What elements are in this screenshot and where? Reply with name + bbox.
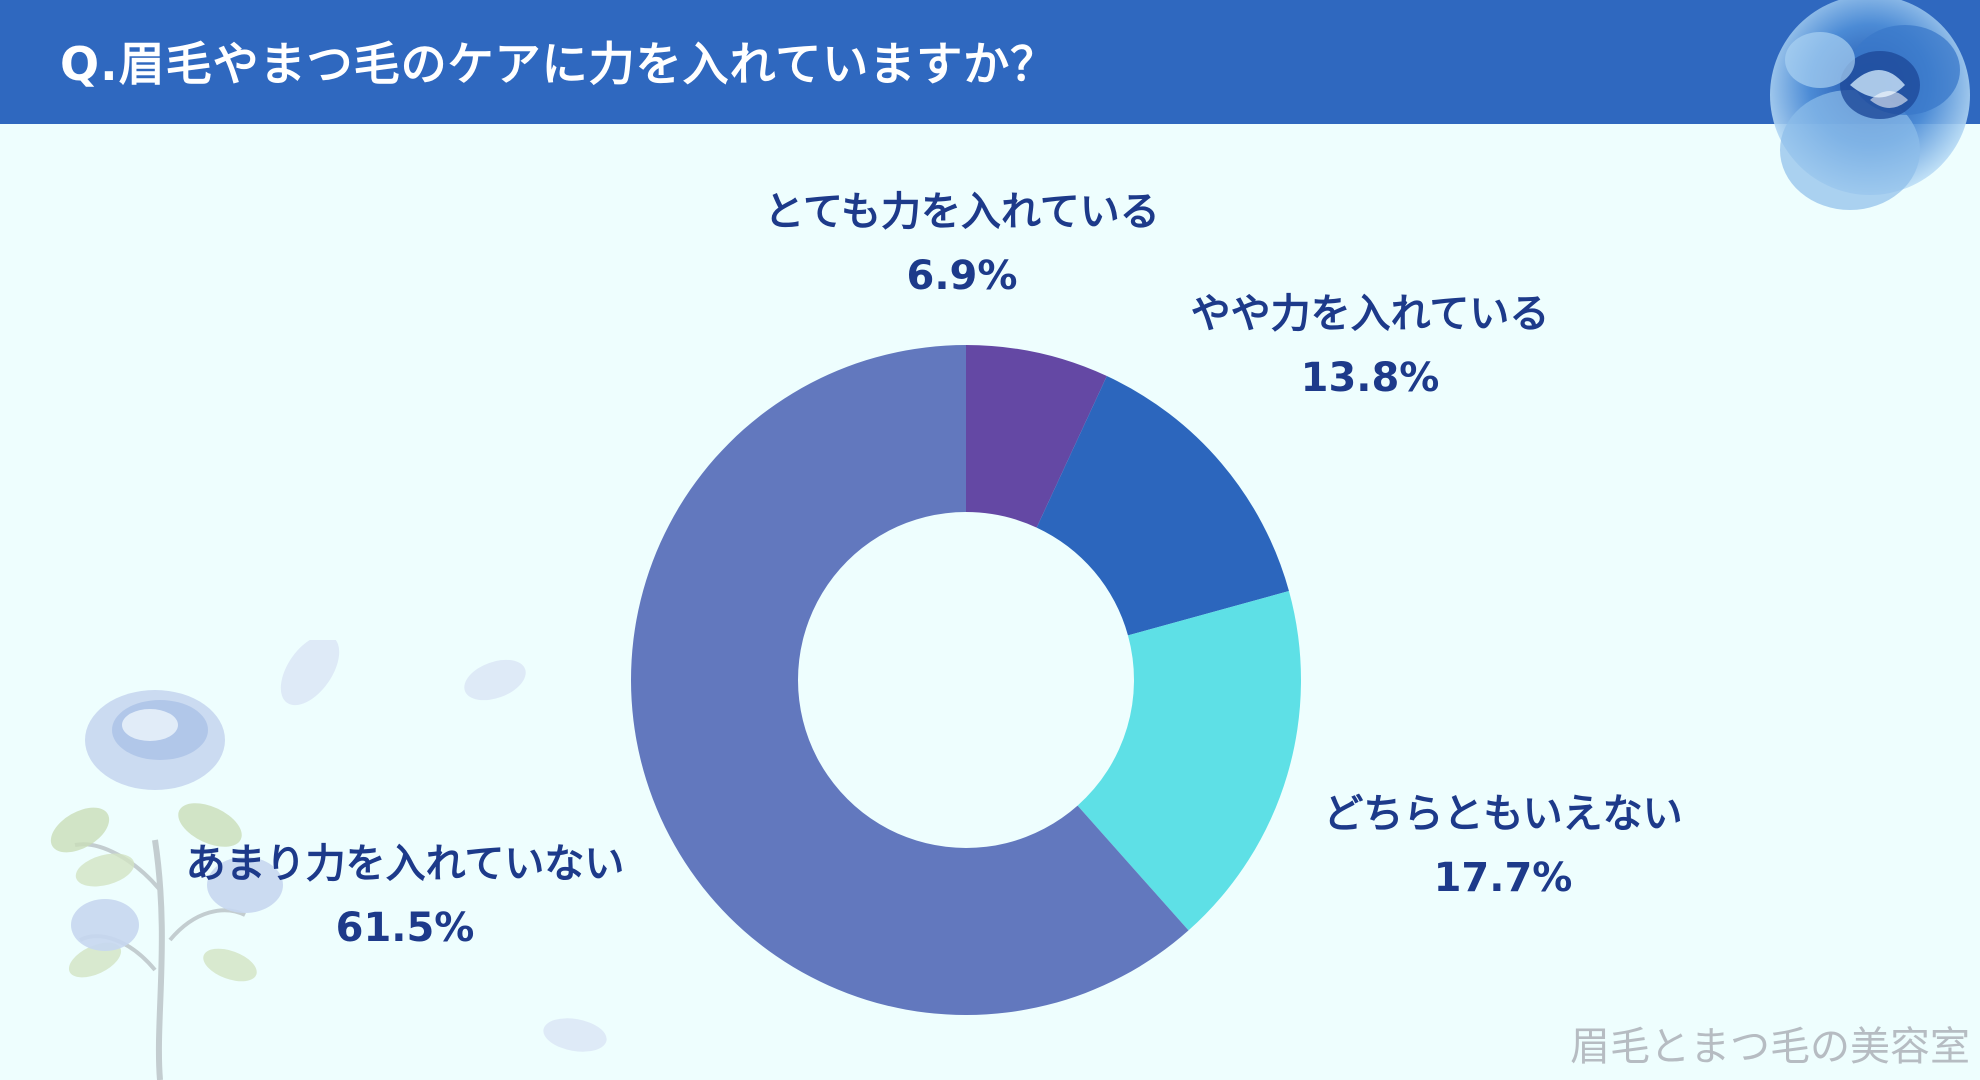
slice-label-3: あまり力を入れていない 61.5% [186,832,625,960]
slice-label-3-name: あまり力を入れていない [185,841,625,887]
slice-label-2: どちらともいえない 17.7% [1323,782,1682,910]
slice-label-2-value: 17.7% [1433,855,1573,901]
donut-slice-3 [631,345,1189,1015]
donut-slice-1 [1036,376,1289,636]
rose-stem-icon [50,640,607,1080]
slice-label-0-name: とても力を入れている [764,189,1160,235]
slice-label-1: やや力を入れている 13.8% [1191,282,1550,410]
slice-label-3-value: 61.5% [335,905,475,951]
header-bar: Q.眉毛やまつ毛のケアに力を入れていますか？ [0,0,1980,124]
donut-slice-0 [966,345,1107,528]
blue-rose-icon [1770,0,1970,210]
slice-label-2-name: どちらともいえない [1323,791,1683,837]
page-title: Q.眉毛やまつ毛のケアに力を入れていますか？ [60,37,1058,91]
slice-label-1-name: やや力を入れている [1190,291,1550,337]
donut-slice-2 [1077,591,1301,931]
slice-label-1-value: 13.8% [1300,355,1440,401]
slice-label-0-value: 6.9% [906,253,1018,299]
slice-label-0: とても力を入れている 6.9% [764,180,1160,308]
watermark: 眉毛とまつ毛の美容室 [1570,1024,1970,1070]
